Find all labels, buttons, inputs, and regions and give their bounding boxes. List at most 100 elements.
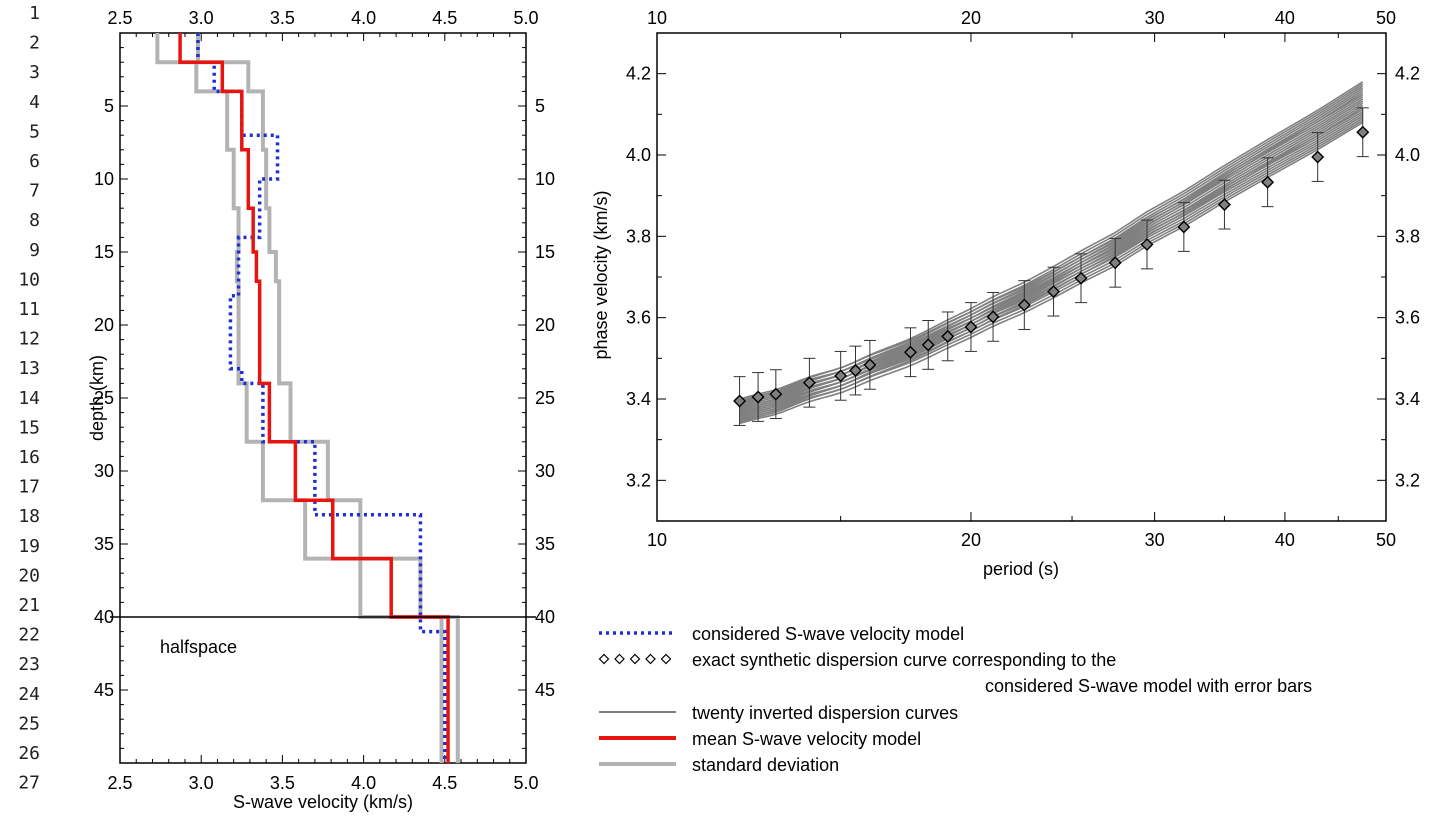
right-y-tick-label-right: 3.4 [1395, 389, 1420, 409]
legend-diamond [629, 653, 641, 665]
right-y-tick-label: 4.0 [626, 145, 651, 165]
legend-diamond [598, 653, 610, 665]
exact-diamond [1140, 237, 1154, 251]
legend-label-exact-continued: considered S-wave model with error bars [985, 676, 1312, 696]
inverted-curve [739, 83, 1364, 407]
exact-diamond [1074, 271, 1088, 285]
legend-swatch-exact [598, 653, 672, 665]
right-y-tick-label-right: 4.0 [1395, 145, 1420, 165]
right-y-tick-label-right: 4.2 [1395, 64, 1420, 84]
line-number: 12 [18, 329, 40, 350]
velocity-depth-profile: 2.5 2.5 3.0 3.0 3.5 3.5 4.0 4.0 4.5 4.5 5.0 5.0 5 5 10… [87, 8, 555, 812]
inverted-curve [739, 81, 1364, 403]
right-bottom-tick-label: 40 [1275, 530, 1295, 550]
exact-diamond [1356, 125, 1370, 139]
inverted-curve [739, 108, 1364, 402]
exact-diamond [733, 394, 747, 408]
line-number: 24 [18, 684, 40, 705]
right-y-tick-label-right: 3.8 [1395, 226, 1420, 246]
legend-label-exact: exact synthetic dispersion curve corresp… [692, 650, 1116, 670]
right-bottom-tick-label: 10 [647, 530, 667, 550]
line-number: 16 [18, 447, 40, 468]
inverted-curve [739, 93, 1364, 400]
line-number: 11 [18, 299, 40, 320]
legend: considered S-wave velocity model exact s… [598, 624, 1312, 775]
right-y-tick-label: 4.2 [626, 64, 651, 84]
line-number: 5 [29, 121, 40, 142]
left-right-tick-label: 25 [535, 388, 555, 408]
right-y-tick-label: 3.6 [626, 308, 651, 328]
left-axis-ticks: 2.5 2.5 3.0 3.0 3.5 3.5 4.0 4.0 4.5 4.5 5.0 5.0 5 5 10… [94, 8, 555, 793]
left-right-tick-label: 10 [535, 169, 555, 189]
right-top-tick-label: 40 [1275, 8, 1295, 28]
line-number: 23 [18, 654, 40, 675]
legend-label-mean: mean S-wave velocity model [692, 729, 921, 749]
exact-diamond [964, 320, 978, 334]
exact-diamond [1108, 256, 1122, 270]
line-number: 21 [18, 595, 40, 616]
left-bottom-tick-label: 3.5 [270, 773, 295, 793]
halfspace-label: halfspace [160, 637, 237, 657]
left-bottom-tick-label: 3.0 [189, 773, 214, 793]
right-y-tick-label-right: 3.6 [1395, 308, 1420, 328]
right-bottom-tick-label: 50 [1376, 530, 1396, 550]
left-bottom-tick-label: 2.5 [107, 773, 132, 793]
left-y-tick-label: 30 [94, 461, 114, 481]
left-y-axis-label: depth (km) [87, 355, 107, 441]
right-y-axis-label: phase velocity (km/s) [591, 190, 611, 359]
left-y-tick-label: 5 [104, 96, 114, 116]
exact-diamond [751, 390, 765, 404]
line-number: 3 [29, 62, 40, 83]
exact-diamond [903, 345, 917, 359]
inverted-curve [739, 119, 1364, 421]
exact-diamond [802, 376, 816, 390]
exact-diamond [1047, 285, 1061, 299]
left-bottom-tick-label: 4.0 [351, 773, 376, 793]
line-number: 1 [29, 3, 40, 24]
exact-diamond [986, 310, 1000, 324]
right-series [733, 81, 1370, 426]
line-number: 25 [18, 713, 40, 734]
left-series [110, 33, 536, 763]
left-top-tick-label: 5.0 [513, 8, 538, 28]
exact-diamond [1261, 175, 1275, 189]
line-number: 18 [18, 506, 40, 527]
right-y-tick-label: 3.8 [626, 226, 651, 246]
left-y-tick-label: 35 [94, 534, 114, 554]
right-top-tick-label: 10 [647, 8, 667, 28]
legend-label-inverted: twenty inverted dispersion curves [692, 703, 958, 723]
legend-diamond [660, 653, 672, 665]
right-axis-ticks: 10 10 20 20 30 30 40 40 50 50 3.2 3.2 3.4 3.4 3.6 3.6 3.… [626, 8, 1420, 550]
line-number: 22 [18, 625, 40, 646]
left-top-tick-label: 3.0 [189, 8, 214, 28]
left-y-tick-label: 10 [94, 169, 114, 189]
left-y-tick-label: 45 [94, 680, 114, 700]
line-number: 6 [29, 151, 40, 172]
right-plot-frame [656, 32, 1387, 522]
legend-diamond [645, 653, 656, 665]
line-number: 26 [18, 743, 40, 764]
left-top-tick-label: 4.0 [351, 8, 376, 28]
left-right-tick-label: 15 [535, 242, 555, 262]
line-number: 13 [18, 358, 40, 379]
left-bottom-tick-label: 5.0 [513, 773, 538, 793]
right-top-tick-label: 30 [1145, 8, 1165, 28]
left-top-tick-label: 2.5 [107, 8, 132, 28]
line-number-gutter: 1234567891011121314151617181920212223242… [18, 3, 40, 794]
line-number: 17 [18, 477, 40, 498]
inverted-curve [739, 85, 1364, 411]
exact-diamond [849, 364, 862, 378]
line-number: 19 [18, 536, 40, 557]
mean-model-line [178, 33, 450, 763]
exact-diamond [1217, 198, 1231, 212]
line-number: 7 [29, 181, 40, 202]
line-number: 8 [29, 210, 40, 231]
exact-diamond [834, 369, 848, 383]
exact-diamond [941, 329, 955, 343]
left-right-tick-label: 40 [535, 607, 555, 627]
considered-model-line [196, 33, 447, 763]
right-bottom-tick-label: 30 [1145, 530, 1165, 550]
legend-label-considered: considered S-wave velocity model [692, 624, 964, 644]
left-right-tick-label: 35 [535, 534, 555, 554]
